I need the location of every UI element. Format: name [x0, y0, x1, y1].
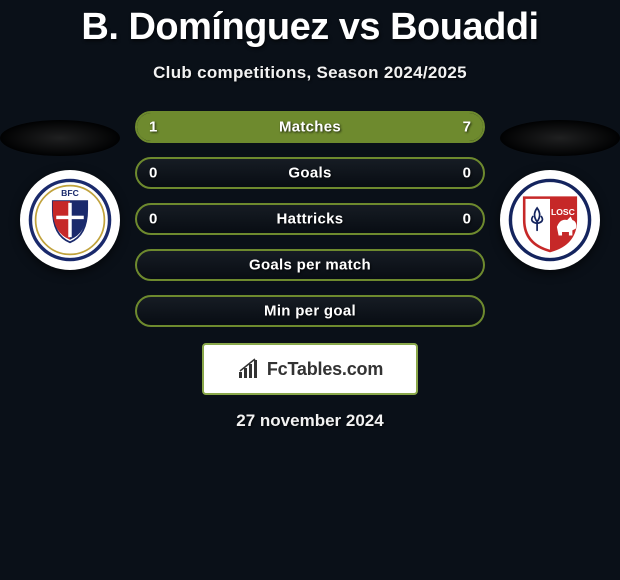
stat-bar-matches: 1 Matches 7: [135, 111, 485, 143]
stat-bar-min-per-goal: Min per goal: [135, 295, 485, 327]
bar-value-left: 1: [149, 119, 157, 136]
bar-label: Min per goal: [264, 303, 356, 320]
svg-text:LOSC: LOSC: [551, 207, 575, 217]
stat-bar-goals: 0 Goals 0: [135, 157, 485, 189]
bologna-badge-icon: BFC: [27, 177, 113, 263]
bar-label: Goals: [288, 165, 331, 182]
stat-bar-hattricks: 0 Hattricks 0: [135, 203, 485, 235]
date-text: 27 november 2024: [0, 411, 620, 431]
bar-label: Matches: [279, 119, 341, 136]
halo-right: [500, 120, 620, 156]
stat-bars: 1 Matches 7 0 Goals 0 0 Hattricks 0 Goal…: [135, 111, 485, 327]
halo-left: [0, 120, 120, 156]
watermark-box: FcTables.com: [202, 343, 418, 395]
bar-value-right: 7: [463, 119, 471, 136]
team-badge-left: BFC: [20, 170, 120, 270]
bar-value-right: 0: [463, 165, 471, 182]
comparison-card: B. Domínguez vs Bouaddi Club competition…: [0, 0, 620, 431]
lille-badge-icon: LOSC: [507, 177, 593, 263]
bar-value-right: 0: [463, 211, 471, 228]
page-subtitle: Club competitions, Season 2024/2025: [0, 63, 620, 83]
watermark-text: FcTables.com: [267, 359, 383, 380]
bar-value-left: 0: [149, 165, 157, 182]
stat-bar-goals-per-match: Goals per match: [135, 249, 485, 281]
chart-icon: [237, 358, 261, 380]
page-title: B. Domínguez vs Bouaddi: [0, 6, 620, 49]
team-badge-right: LOSC: [500, 170, 600, 270]
bar-value-left: 0: [149, 211, 157, 228]
bar-fill-left: [137, 113, 182, 141]
bar-label: Goals per match: [249, 257, 371, 274]
bar-label: Hattricks: [277, 211, 344, 228]
svg-text:BFC: BFC: [61, 188, 79, 198]
